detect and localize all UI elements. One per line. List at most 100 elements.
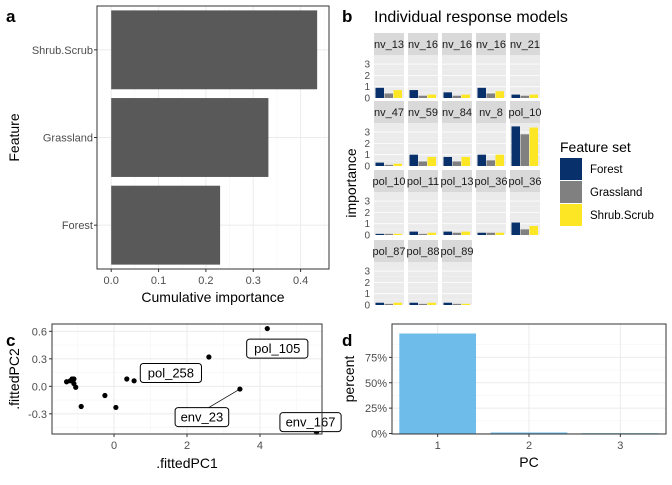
facet-strip (442, 170, 472, 192)
x-tick-label: 0.4 (293, 275, 308, 287)
legend-swatch (560, 158, 582, 180)
facet-strip (374, 33, 404, 55)
y-tick-label: 25% (365, 403, 387, 415)
facet-bar-forest (477, 232, 486, 235)
y-tick-label: 75% (365, 352, 387, 364)
facet-label: pol_10 (508, 107, 541, 119)
y-tick-label: 0 (364, 231, 370, 242)
facet-background (510, 55, 540, 98)
point-label: env_167 (286, 415, 336, 430)
facet-bar-shrub-scrub (461, 303, 470, 305)
facet-bar-forest (409, 90, 418, 98)
x-tick-label: 3 (617, 440, 623, 452)
y-tick-label: 0 (364, 94, 370, 105)
legend-swatch (560, 181, 582, 203)
facet-strip (408, 240, 438, 262)
facet-bar-grassland (384, 164, 393, 166)
y-tick-label: 0.3 (32, 354, 47, 366)
facet-strip (476, 33, 506, 55)
facet-bar-grassland (486, 232, 495, 235)
point-label-box (139, 363, 202, 383)
facet-bar-shrub-scrub (427, 232, 436, 235)
facet-strip (408, 33, 438, 55)
y-tick-label: 1 (364, 82, 370, 93)
facet-label: pol_10 (372, 176, 405, 188)
y-tick-label: -0.3 (28, 409, 47, 421)
y-tick-label: Shrub.Scrub (32, 45, 93, 57)
facet-strip (510, 101, 540, 123)
y-tick-label: 0 (364, 301, 370, 312)
y-tick-label: 2 (364, 278, 370, 289)
point-label: pol_258 (148, 366, 194, 381)
y-axis-title: Feature (6, 113, 22, 161)
legend: Feature set Forest Grassland Shrub.Scrub (560, 139, 654, 226)
y-axis-title: percent (341, 356, 357, 403)
point-label: pol_105 (254, 341, 300, 356)
facet-bar-shrub-scrub (461, 94, 470, 98)
facet-17: pol_89 (440, 240, 474, 306)
y-tick-label: 0% (371, 429, 387, 441)
label-leader-line (208, 388, 241, 408)
facet-strip (442, 240, 472, 262)
facet-4: nv_21 (510, 33, 540, 99)
scatter-point (71, 376, 77, 382)
y-axis-title: .fittedPC2 (6, 348, 22, 410)
facet-bar-shrub-scrub (393, 233, 402, 235)
facet-bar-shrub-scrub (393, 302, 402, 305)
facet-bar-grassland (384, 93, 393, 98)
legend-title: Feature set (560, 139, 631, 155)
facet-bar-forest (477, 87, 486, 98)
scatter-point (206, 354, 212, 360)
facet-bar-grassland (418, 303, 427, 305)
facet-bar-grassland (384, 303, 393, 305)
facet-14: pol_36 (508, 170, 542, 236)
facet-label: pol_87 (372, 246, 405, 258)
facet-label: nv_13 (374, 39, 404, 51)
y-tick-label: 3 (364, 128, 370, 139)
facet-strip (510, 33, 540, 55)
facet-strip (374, 101, 404, 123)
x-tick-label: 0.1 (151, 275, 166, 287)
facet-bar-shrub-scrub (529, 94, 538, 98)
facet-bar-grassland (418, 233, 427, 235)
y-tick-label: 0 (364, 162, 370, 173)
facet-label: pol_36 (508, 176, 541, 188)
facet-13: pol_36 (474, 170, 508, 236)
panel-a-cumulative-importance: a Shrub.Scrub Grassland Forest 0.0 0.1 0.2 0.3 0… (6, 5, 330, 305)
facet-bar-grassland (452, 232, 461, 235)
facet-strip (374, 240, 404, 262)
facet-bar-forest (511, 94, 520, 98)
facet-bar-grassland (418, 95, 427, 98)
facet-11: pol_11 (407, 170, 439, 236)
scatter-point (264, 325, 270, 332)
x-axis-title: PC (519, 454, 538, 470)
y-tick-label: 2 (364, 208, 370, 219)
facet-bar-forest (409, 302, 418, 305)
x-tick-label: 0.3 (246, 275, 261, 287)
x-tick-label: 0.2 (198, 275, 213, 287)
x-tick-label: 2 (526, 440, 532, 452)
facet-bar-shrub-scrub (495, 232, 504, 235)
facet-background (408, 192, 438, 235)
scatter-point (131, 378, 137, 384)
facet-bar-grassland (486, 93, 495, 98)
chart-title: Individual response models (374, 9, 568, 26)
facet-bar-shrub-scrub (495, 154, 504, 166)
facet-strip (476, 101, 506, 123)
bar-grassland (111, 98, 269, 177)
x-tick-label: 0.0 (104, 275, 119, 287)
panel-tag: a (6, 7, 16, 26)
facet-strip (442, 101, 472, 123)
facet-label: nv_21 (510, 39, 540, 51)
y-tick-label: 0.0 (32, 381, 47, 393)
facet-bar-shrub-scrub (461, 156, 470, 166)
point-label-box (279, 412, 342, 433)
scatter-point (73, 384, 79, 390)
facet-16: pol_88 (406, 240, 440, 306)
facet-label: pol_13 (440, 176, 473, 188)
facet-label: nv_8 (479, 107, 503, 119)
facet-label: pol_88 (406, 246, 439, 258)
point-label: env_23 (181, 410, 224, 425)
